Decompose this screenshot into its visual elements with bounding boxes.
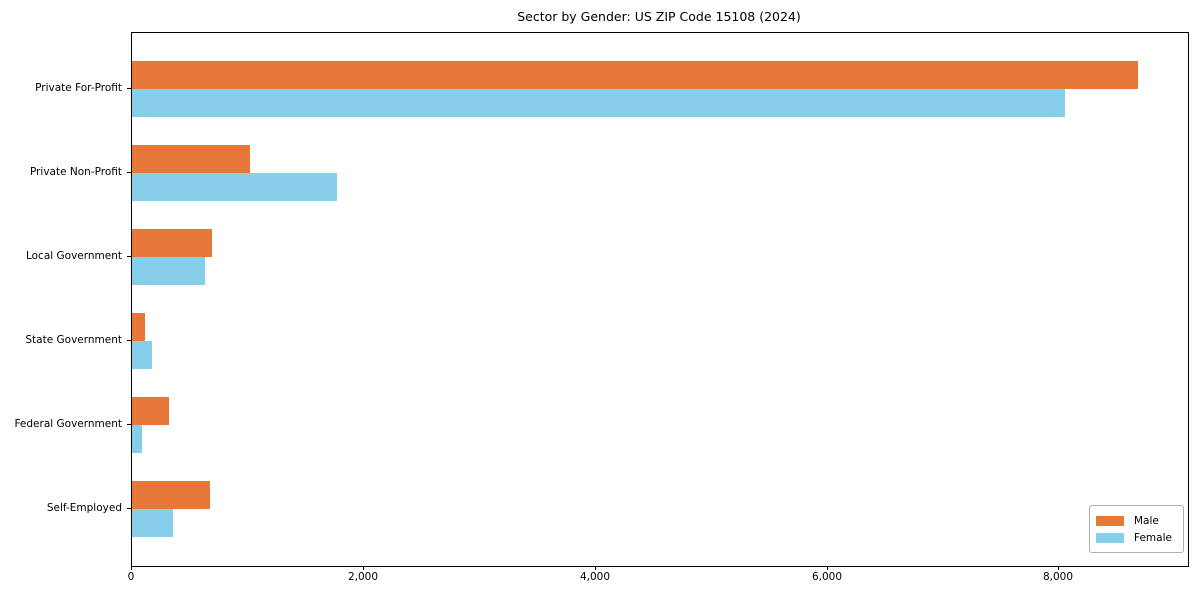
bar-female-self-employed xyxy=(132,509,173,537)
x-tick-mark xyxy=(363,566,364,570)
x-tick-label-8000: 8,000 xyxy=(1042,571,1074,583)
bar-male-self-employed xyxy=(132,481,211,509)
female-color-swatch xyxy=(1096,532,1124,543)
bar-female-local-government xyxy=(132,257,206,285)
male-color-swatch xyxy=(1096,515,1124,526)
bar-male-private-for-profit xyxy=(132,61,1139,89)
y-label-federal-government: Federal Government xyxy=(14,418,122,430)
x-tick-mark xyxy=(827,566,828,570)
bar-male-local-government xyxy=(132,229,213,257)
x-tick-label-0: 0 xyxy=(127,571,135,583)
y-label-state-government: State Government xyxy=(25,334,122,346)
y-tick-mark xyxy=(127,508,131,509)
plot-area xyxy=(131,32,1189,567)
bar-female-private-for-profit xyxy=(132,89,1065,117)
y-tick-mark xyxy=(127,88,131,89)
x-tick-label-4000: 4,000 xyxy=(579,571,611,583)
x-tick-label-6000: 6,000 xyxy=(811,571,843,583)
bar-male-private-non-profit xyxy=(132,145,251,173)
legend-item-male: Male xyxy=(1096,515,1177,527)
x-tick-label-2000: 2,000 xyxy=(347,571,379,583)
x-tick-mark xyxy=(1058,566,1059,570)
chart-title: Sector by Gender: US ZIP Code 15108 (202… xyxy=(517,9,801,24)
y-tick-mark xyxy=(127,172,131,173)
legend-item-female: Female xyxy=(1096,532,1177,544)
legend-label-female: Female xyxy=(1134,531,1172,544)
bar-male-state-government xyxy=(132,313,145,341)
y-tick-mark xyxy=(127,424,131,425)
bar-female-private-non-profit xyxy=(132,173,338,201)
bar-female-state-government xyxy=(132,341,152,369)
x-tick-mark xyxy=(131,566,132,570)
legend: Male Female xyxy=(1089,505,1184,553)
y-label-self-employed: Self-Employed xyxy=(46,502,122,514)
y-label-local-government: Local Government xyxy=(25,250,122,262)
legend-label-male: Male xyxy=(1134,514,1159,527)
y-label-private-non-profit: Private Non-Profit xyxy=(29,166,122,178)
bars-container xyxy=(132,33,1188,566)
y-tick-mark xyxy=(127,256,131,257)
x-tick-mark xyxy=(595,566,596,570)
y-tick-mark xyxy=(127,340,131,341)
bar-female-federal-government xyxy=(132,425,143,453)
y-label-private-for-profit: Private For-Profit xyxy=(35,82,122,94)
bar-male-federal-government xyxy=(132,397,170,425)
